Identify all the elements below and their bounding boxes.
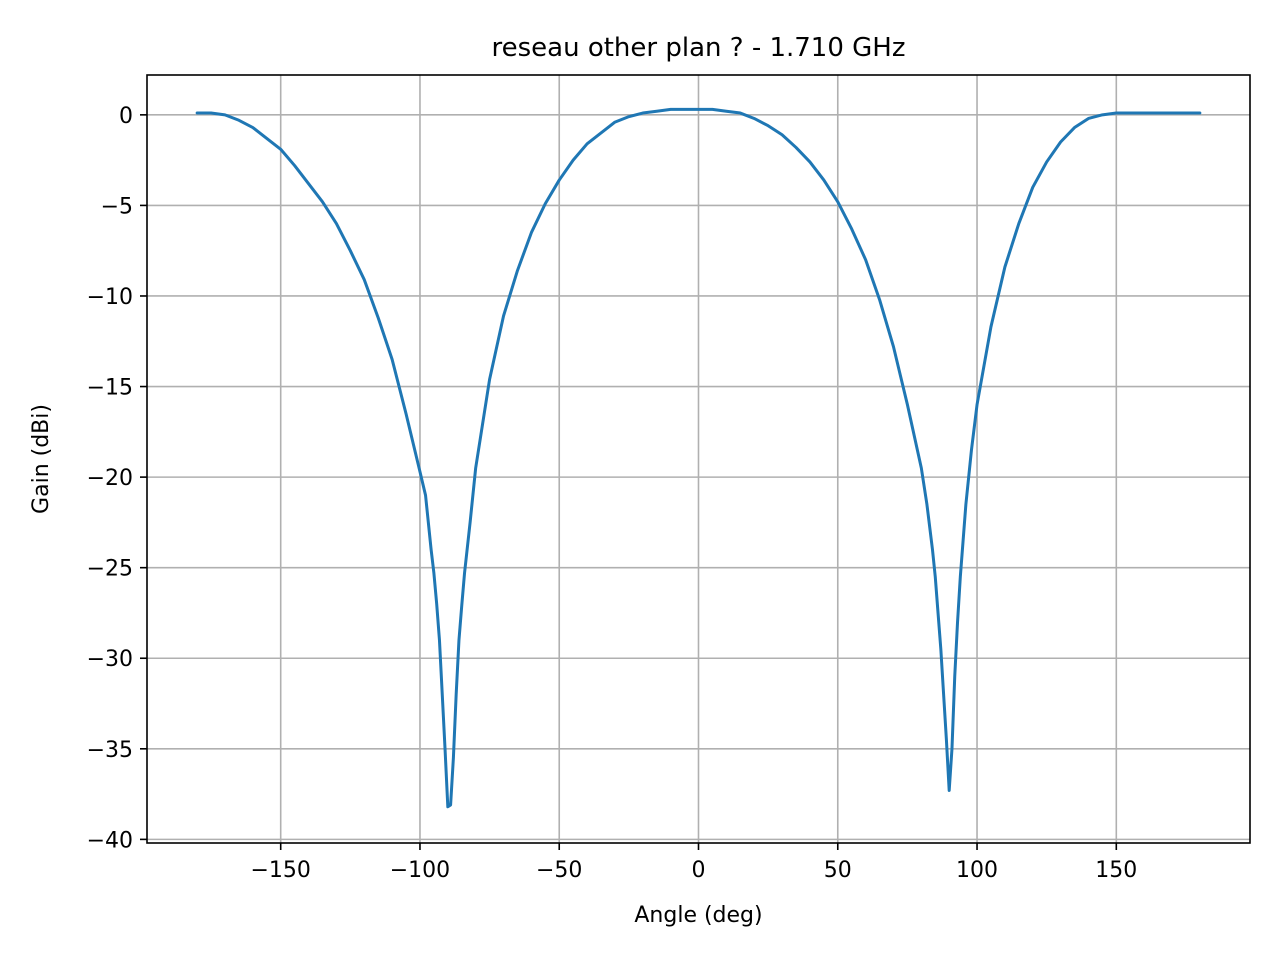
x-tick-label: −50 — [536, 858, 582, 883]
x-tick-label: −150 — [250, 858, 310, 883]
grid-lines — [147, 75, 1250, 843]
series-layer — [195, 107, 1202, 809]
y-tick-label: −35 — [87, 738, 133, 763]
y-tick-label: −30 — [87, 647, 133, 672]
x-tick-label: 50 — [824, 858, 852, 883]
y-tick-label: −40 — [87, 828, 133, 853]
x-axis-label: Angle (deg) — [634, 903, 762, 928]
y-tick-label: 0 — [119, 104, 133, 129]
ticks: −150 −100 −50 0 50 100 150 0 −5 −10 −15 −20 −25 −30 −3… — [87, 104, 1138, 883]
y-tick-label: −25 — [87, 557, 133, 582]
y-tick-label: −10 — [87, 285, 133, 310]
chart-title: reseau other plan ? - 1.710 GHz — [491, 33, 905, 63]
y-tick-label: −20 — [87, 466, 133, 491]
gain-series-line — [195, 107, 1202, 809]
y-axis-label: Gain (dBi) — [29, 404, 54, 514]
x-tick-label: −100 — [390, 858, 450, 883]
y-tick-label: −15 — [87, 376, 133, 401]
x-tick-label: 150 — [1095, 858, 1137, 883]
y-tick-label: −5 — [101, 194, 133, 219]
x-tick-label: 100 — [956, 858, 998, 883]
x-tick-label: 0 — [692, 858, 706, 883]
